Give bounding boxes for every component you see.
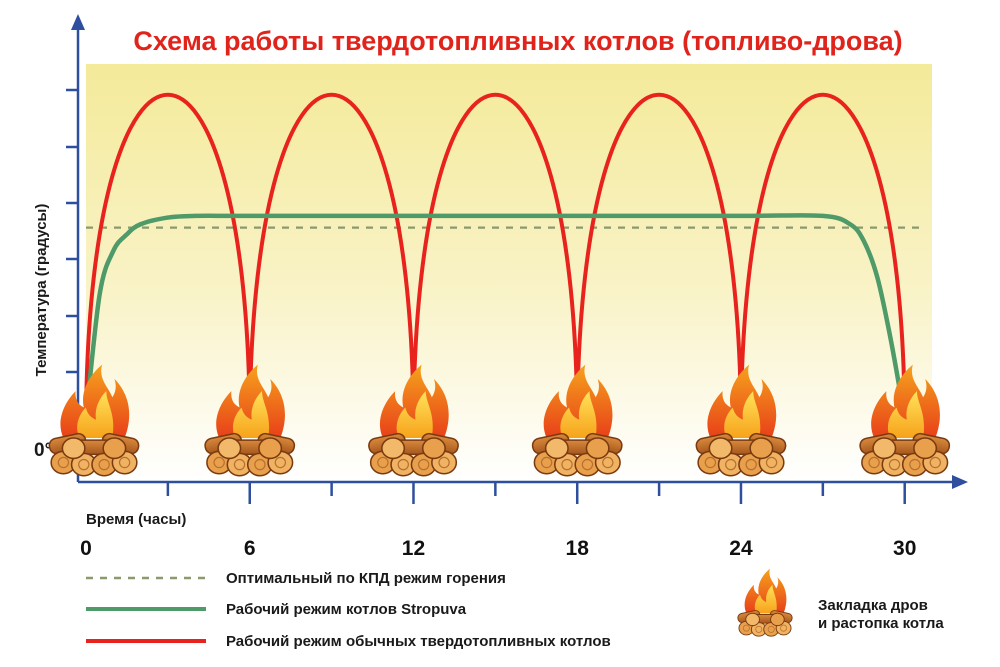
x-tick-label: 12 bbox=[402, 537, 425, 560]
legend-label-dashed: Оптимальный по КПД режим горения bbox=[226, 570, 506, 587]
x-tick-label: 18 bbox=[566, 537, 590, 560]
plot-background bbox=[86, 64, 932, 482]
x-tick-labels: 0 6 12 18 24 30 bbox=[80, 537, 916, 560]
series-regular-boilers bbox=[84, 92, 907, 420]
x-axis-label: Время (часы) bbox=[86, 511, 186, 528]
x-tick-label: 0 bbox=[80, 537, 92, 560]
y-ticks bbox=[66, 88, 78, 430]
series-stropuva bbox=[83, 213, 907, 419]
campfire-icon bbox=[736, 568, 794, 637]
x-axis-arrow-icon bbox=[952, 475, 968, 489]
legend-label-green: Рабочий режим котлов Stropuva bbox=[226, 601, 467, 618]
y-axis-label: Температура (градусы) bbox=[33, 204, 50, 377]
legend-label-fire: Закладка дров и растопка котла bbox=[818, 597, 944, 632]
chart-title: Схема работы твердотопливных котлов (топ… bbox=[133, 26, 902, 56]
x-ticks bbox=[166, 482, 906, 504]
series-layer bbox=[83, 92, 922, 420]
y-axis-arrow-icon bbox=[71, 14, 85, 30]
legend-label-red: Рабочий режим обычных твердотопливных ко… bbox=[226, 633, 611, 650]
legend: Оптимальный по КПД режим горения Рабочий… bbox=[86, 568, 944, 650]
x-tick-label: 30 bbox=[893, 537, 916, 560]
x-tick-label: 6 bbox=[244, 537, 256, 560]
x-tick-label: 24 bbox=[729, 537, 753, 560]
